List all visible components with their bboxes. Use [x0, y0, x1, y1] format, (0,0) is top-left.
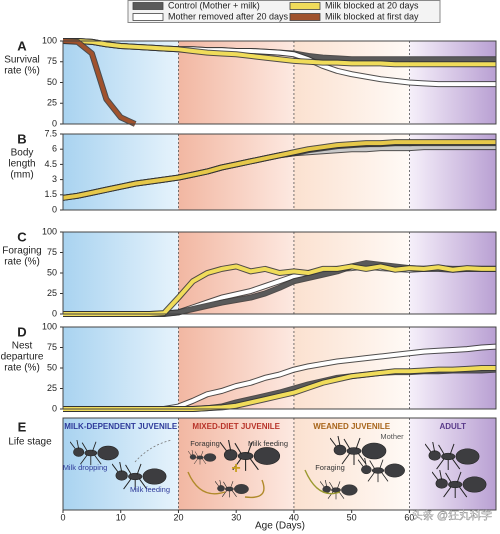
dashed-path: [134, 439, 173, 463]
y-tick-label: 50: [47, 267, 57, 277]
legend: Control (Mother + milk)Mother removed af…: [127, 0, 441, 23]
y-axis-label: length: [8, 159, 35, 170]
legend-swatch: [132, 2, 164, 10]
phase-background: [63, 327, 179, 409]
y-axis-label: Foraging: [2, 246, 41, 257]
y-tick-label: 7.5: [44, 128, 57, 138]
y-axis-label: rate (%): [4, 66, 40, 77]
legend-swatch: [289, 13, 321, 21]
x-axis-label: Age (Days): [255, 521, 305, 532]
y-tick-label: 50: [47, 362, 57, 372]
stage-note: Milk dropping: [63, 463, 108, 472]
y-tick-label: 6: [52, 144, 57, 154]
phase-background: [63, 418, 179, 510]
x-tick-label: 40: [289, 512, 299, 522]
y-tick-label: 75: [47, 342, 57, 352]
phase-background: [63, 41, 179, 124]
panel-letter: D: [17, 324, 26, 339]
y-tick-label: 1.5: [44, 189, 57, 199]
stage-label: WEANED JUVENILE: [313, 422, 391, 431]
y-tick-label: 100: [42, 321, 57, 331]
phase-background: [178, 418, 294, 510]
y-tick-label: 100: [42, 226, 57, 236]
watermark: 头条 @狂丸科学: [412, 508, 492, 522]
plot-frame: [62, 40, 497, 125]
stage-note: Milk feeding: [248, 439, 288, 448]
y-tick-label: 3: [52, 174, 57, 184]
y-tick-label: 0: [52, 204, 57, 214]
legend-label: Mother removed after 20 days: [168, 11, 289, 21]
panel-letter: E: [18, 419, 27, 434]
panel-letter: A: [17, 38, 27, 53]
panel-letter: B: [17, 131, 26, 146]
stage-note: Milk feeding: [130, 485, 170, 494]
stage-frame: [62, 417, 497, 511]
series-band: [62, 140, 496, 200]
legend-swatch: [132, 13, 164, 21]
stage-label: MILK-DEPENDENT JUVENILE: [64, 422, 178, 431]
x-tick-label: 20: [173, 512, 183, 522]
phase-background: [409, 232, 496, 314]
stage-label: ADULT: [439, 422, 466, 431]
legend-box: [127, 0, 441, 23]
flow-arrow: [304, 469, 341, 495]
y-tick-label: 50: [47, 77, 57, 87]
y-tick-label: 75: [47, 247, 57, 257]
stage-panel: + E Life stage MILK-DEPENDENT JUVENILE MIXE…: [8, 417, 497, 532]
y-tick-label: 4.5: [44, 159, 57, 169]
x-tick-label: 30: [231, 512, 241, 522]
y-axis-label: Nest: [12, 341, 33, 352]
y-tick-label: 0: [52, 118, 57, 128]
phase-background: [409, 418, 496, 510]
legend-label: Milk blocked at 20 days: [325, 0, 419, 10]
legend-label: Control (Mother + milk): [168, 0, 260, 10]
stage-background: [62, 417, 497, 511]
stage-label: MIXED-DIET JUVENILE: [192, 422, 280, 431]
y-tick-label: 25: [47, 383, 57, 393]
stage-note: Mother: [380, 432, 404, 441]
series-band: [63, 39, 496, 67]
panel-letter: C: [17, 229, 27, 244]
plot-frame: [62, 326, 497, 410]
y-tick-label: 100: [42, 35, 57, 45]
stage-note: Foraging: [190, 439, 220, 448]
y-tick-label: 0: [52, 403, 57, 413]
plot-frame: [62, 133, 497, 211]
series-band: [62, 39, 137, 126]
y-axis-label: rate (%): [4, 257, 40, 268]
legend-swatch: [289, 2, 321, 10]
y-axis-label: Life stage: [8, 437, 52, 448]
flow-arrow: [187, 471, 265, 499]
x-tick-label: 50: [347, 512, 357, 522]
x-tick-label: 10: [116, 512, 126, 522]
plus-sign: +: [231, 460, 240, 477]
y-axis-label: Body: [11, 148, 34, 159]
y-tick-label: 25: [47, 288, 57, 298]
y-tick-label: 75: [47, 56, 57, 66]
y-tick-label: 0: [52, 308, 57, 318]
x-tick-label: 60: [404, 512, 414, 522]
phase-background: [63, 134, 179, 210]
y-tick-label: 25: [47, 98, 57, 108]
legend-label: Milk blocked at first day: [325, 11, 419, 21]
y-axis-label: rate (%): [4, 363, 40, 374]
stage-note: Foraging: [315, 463, 345, 472]
y-axis-label: Survival: [4, 55, 40, 66]
plot-frame: [62, 231, 497, 315]
x-tick-label: 0: [60, 512, 65, 522]
y-axis-label: (mm): [10, 170, 33, 181]
y-axis-label: departure: [1, 352, 44, 363]
phase-background: [63, 232, 179, 314]
